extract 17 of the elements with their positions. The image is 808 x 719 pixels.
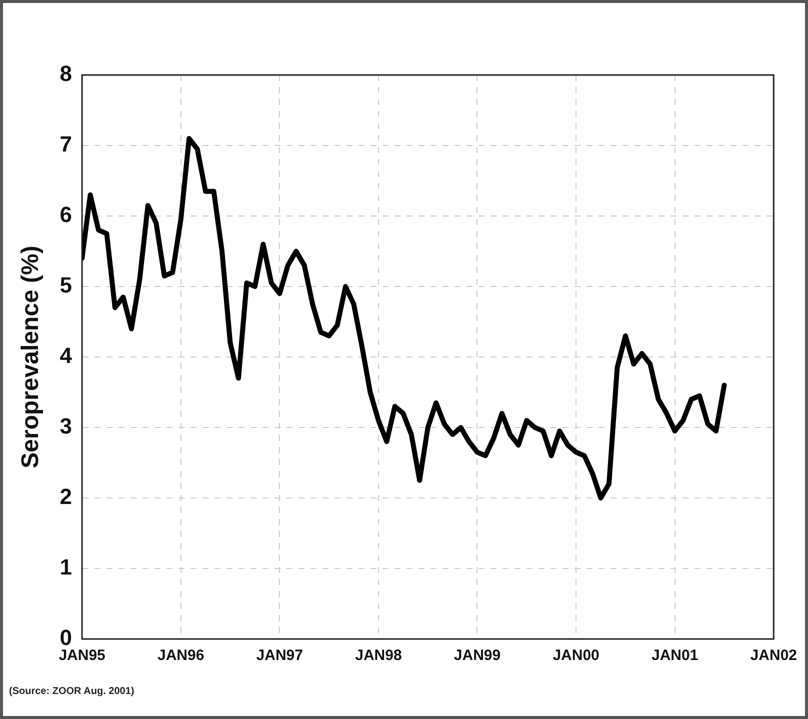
x-tick-label: JAN00 [552, 647, 600, 664]
x-tick-label: JAN02 [750, 647, 798, 664]
x-tick-label: JAN01 [652, 647, 698, 664]
y-tick-label: 5 [60, 272, 72, 298]
x-tick-label: JAN96 [157, 647, 204, 664]
y-tick-label: 7 [60, 132, 72, 157]
y-tick-label: 6 [60, 202, 72, 228]
y-tick-label: 8 [60, 61, 72, 86]
y-tick-label: 1 [60, 554, 72, 580]
x-tick-label: JAN97 [256, 647, 303, 664]
y-tick-label: 2 [60, 484, 72, 510]
y-tick-label: 3 [60, 414, 72, 439]
text: (Source: ZOOR Aug. 2001) [9, 686, 134, 697]
x-tick-label: JAN99 [454, 647, 501, 664]
y-tick-label: 4 [60, 343, 73, 368]
y-axis-title: Seroprevalence (%) [17, 246, 44, 468]
x-tick-label: JAN98 [355, 647, 402, 664]
